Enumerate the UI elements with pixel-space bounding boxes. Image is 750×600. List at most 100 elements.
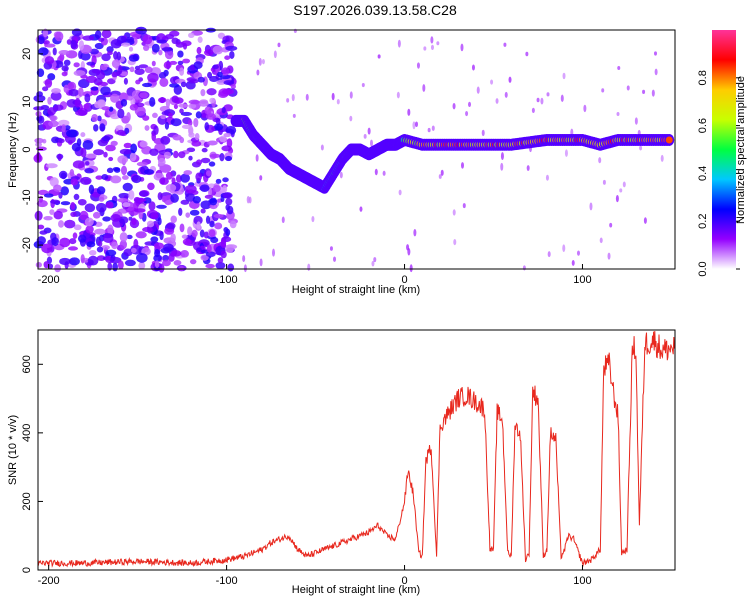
spectrogram-noise-blob (225, 244, 235, 253)
spectrogram-noise-blob (119, 232, 128, 242)
spectrogram-noise-blob (198, 100, 209, 107)
spectrogram-noise-blob (156, 204, 167, 209)
spectrogram-noise-blob (34, 137, 44, 144)
spectrogram-noise-blob (504, 91, 508, 98)
spectrogram-noise-blob (398, 189, 402, 196)
spectrogram-noise-blob (71, 142, 81, 152)
spectrogram-noise-blob (409, 264, 413, 273)
spectrogram-noise-blob (110, 175, 122, 184)
spectrogram-noise-blob (124, 259, 136, 267)
spectrogram-noise-blob (126, 36, 135, 43)
spectrogram-noise-blob (134, 208, 146, 213)
spectrogram-noise-blob (83, 103, 90, 110)
spectrogram-noise-blob (536, 97, 540, 103)
spectrogram-noise-blob (371, 260, 375, 267)
colorbar-tick-label: 0.8 (697, 70, 709, 85)
spectrogram-noise-blob (49, 209, 55, 215)
spectrogram-noise-blob (225, 125, 237, 135)
spectrogram-noise-blob (333, 256, 337, 262)
spectrogram-noise-blob (128, 54, 139, 62)
spectrogram-noise-blob (180, 249, 189, 258)
spectrogram-noise-blob (129, 104, 139, 111)
spectrogram-noise-blob (215, 261, 226, 270)
spectrogram-noise-blob (92, 211, 101, 219)
spectrogram-x-tick-label: -100 (216, 274, 238, 286)
spectrogram-noise-blob (219, 152, 225, 162)
spectrogram-noise-blob (226, 138, 233, 148)
spectrogram-noise-blob (52, 47, 57, 56)
spectrogram-noise-blob (107, 224, 114, 235)
spectrogram-noise-blob (634, 117, 638, 125)
spectrogram-noise-blob (204, 106, 212, 115)
spectrogram-noise-blob (373, 257, 377, 263)
spectrogram-noise-blob (589, 202, 593, 211)
spectrogram-noise-blob (117, 260, 124, 270)
spectrogram-noise-blob (82, 139, 94, 150)
spectrogram-noise-blob (159, 177, 169, 185)
spectrogram-noise-blob (329, 246, 333, 251)
colorbar: 0.0 0.2 0.4 0.6 0.8 Normalized spectral ampl… (697, 30, 747, 277)
spectrogram-noise-blob (149, 97, 156, 107)
spectrogram-noise-blob (86, 61, 96, 66)
spectrogram-noise-blob (242, 255, 246, 263)
spectrogram-noise-blob (653, 51, 657, 56)
spectrogram-noise-blob (180, 199, 190, 205)
spectrogram-noise-blob (87, 255, 99, 266)
spectrogram-noise-blob (200, 254, 209, 261)
spectrogram-noise-blob (643, 217, 647, 224)
spectrogram-noise-blob (223, 227, 229, 233)
colorbar-ticks: 0.0 0.2 0.4 0.6 0.8 (697, 70, 740, 277)
spectrogram-noise-blob (258, 57, 262, 66)
spectrogram-noise-blob (173, 104, 178, 110)
spectrogram-noise-blob (222, 177, 229, 183)
spectrogram-noise-blob (204, 194, 214, 199)
spectrogram-noise-blob (220, 239, 227, 248)
spectrogram-noise-blob (207, 71, 213, 79)
colorbar-label: Normalized spectral amplitude (735, 76, 747, 224)
snr-x-axis-label: Height of straight line (km) (292, 584, 420, 596)
spectrogram-noise-blob (374, 168, 378, 176)
spectrogram-noise-blob (118, 216, 129, 224)
spectrogram-noise-blob (460, 43, 464, 52)
spectrogram-noise-blob (135, 231, 147, 239)
spectrogram-noise-blob (273, 50, 277, 59)
spectrogram-noise-blob (160, 135, 171, 145)
spectrogram-noise-blob (103, 151, 108, 158)
spectrogram-noise-blob (117, 197, 129, 203)
spectrogram-noise-blob (44, 78, 53, 88)
spectrogram-noise-blob (108, 106, 114, 112)
spectrogram-noise-blob (35, 262, 42, 268)
spectrogram-noise-blob (146, 220, 155, 228)
spectrogram-noise-blob (616, 111, 620, 116)
spectrogram-noise-blob (219, 74, 231, 80)
spectrogram-noise-blob (397, 39, 401, 48)
spectrogram-noise-blob (58, 220, 65, 228)
spectrogram-noise-blob (500, 162, 504, 171)
spectrogram-noise-blob (193, 61, 203, 69)
spectrogram-noise-blob (144, 66, 153, 74)
spectrogram-noise-blob (490, 79, 494, 85)
spectrogram-noise-blob (50, 91, 62, 101)
spectrogram-noise-blob (598, 157, 602, 164)
spectrogram-noise-blob (336, 98, 340, 105)
spectrogram-noise-blob (209, 75, 219, 82)
snr-y-tick-label: 600 (21, 355, 33, 373)
spectrogram-noise-blob (184, 184, 197, 194)
spectrogram-noise-blob (547, 251, 551, 258)
spectrogram-noise-blob (61, 124, 66, 133)
spectrogram-noise-blob (194, 132, 200, 141)
snr-panel: -200 -100 0 100 0 200 400 600 Height of straig… (7, 329, 676, 596)
spectrogram-noise-blob (102, 216, 111, 222)
spectrogram-noise-blob (179, 223, 185, 233)
spectrogram-noise-blob (157, 217, 162, 226)
spectrogram-noise-blob (151, 43, 160, 53)
spectrogram-x-ticks: -200 -100 0 100 (38, 264, 592, 286)
spectrogram-noise-blob (229, 50, 235, 59)
spectrogram-noise-blob (105, 144, 116, 152)
spectrogram-noise-blob (165, 98, 171, 109)
spectrogram-noise-blob (75, 109, 88, 116)
spectrogram-noise-blob (159, 77, 169, 88)
spectrogram-noise-blob (178, 151, 186, 159)
spectrogram-noise-blob (35, 110, 42, 117)
